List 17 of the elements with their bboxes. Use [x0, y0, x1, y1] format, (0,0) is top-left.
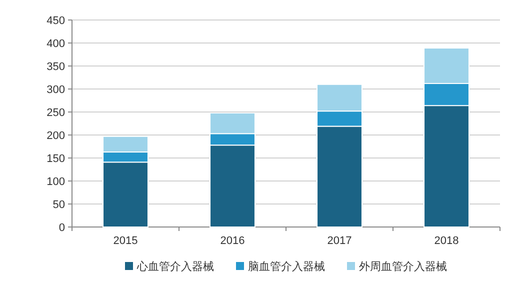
- y-tick-label: 200: [46, 130, 65, 142]
- x-tick-label: 2017: [327, 235, 352, 247]
- y-tick-label: 250: [46, 107, 65, 119]
- y-tick-label: 100: [46, 176, 65, 188]
- x-tick-label: 2018: [434, 235, 459, 247]
- y-tick-label: 150: [46, 153, 65, 165]
- x-tick-label: 2016: [220, 235, 245, 247]
- y-tick-label: 0: [58, 222, 65, 234]
- legend-label: 外周血管介入器械: [359, 260, 447, 273]
- y-tick-label: 400: [46, 38, 65, 50]
- y-tick-label: 450: [46, 15, 65, 27]
- y-tick-label: 350: [46, 61, 65, 73]
- legend-label: 心血管介入器械: [136, 260, 214, 273]
- x-tick-label: 2015: [113, 235, 138, 247]
- legend-label: 脑血管介入器械: [248, 260, 325, 273]
- y-tick-label: 50: [52, 199, 65, 211]
- y-tick-label: 300: [46, 84, 65, 96]
